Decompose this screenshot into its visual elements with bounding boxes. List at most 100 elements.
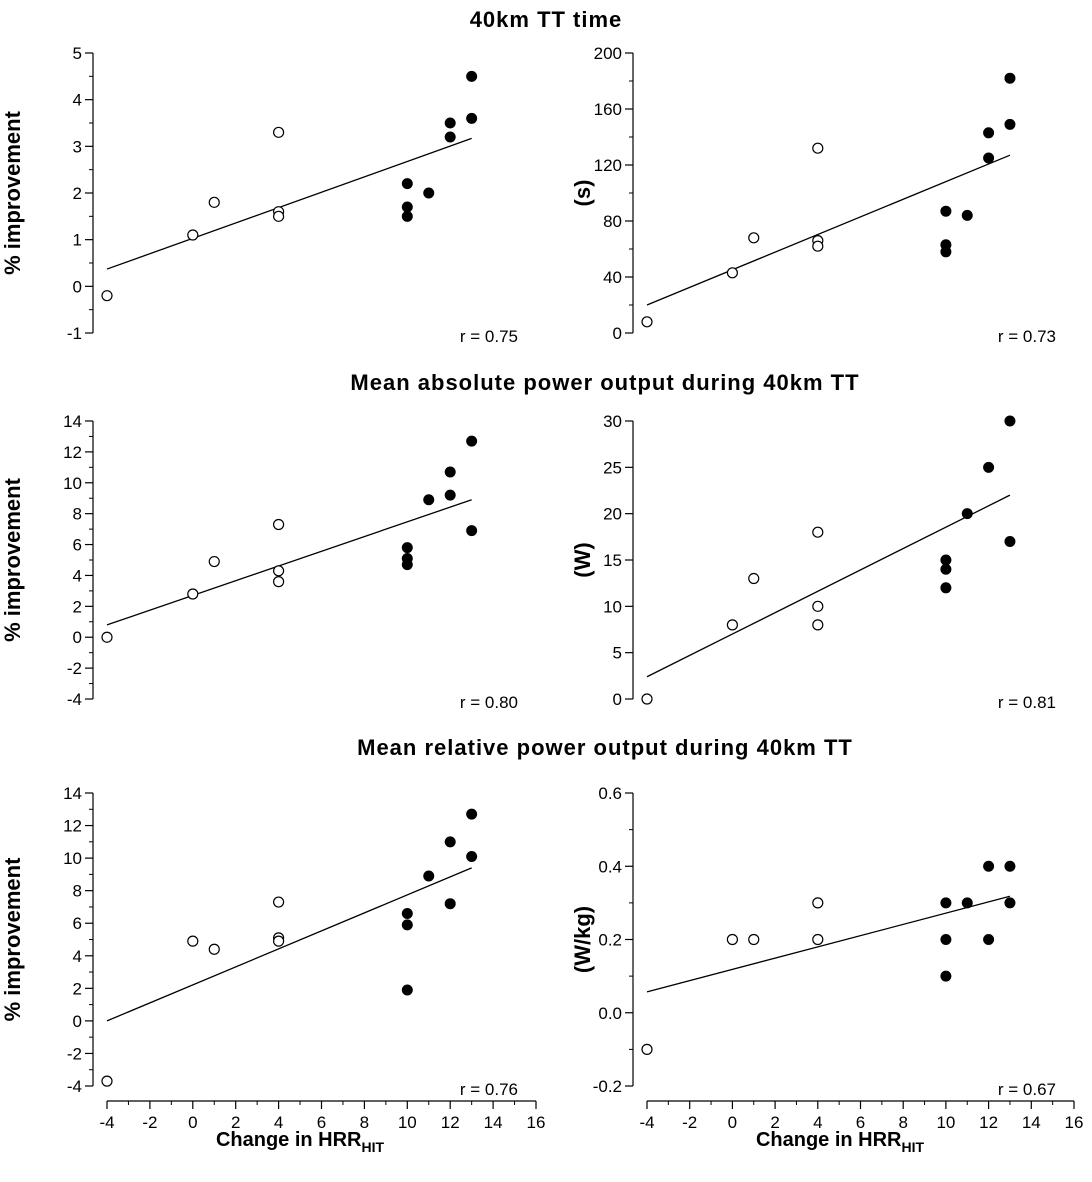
panel-abs-power-watts: 0 5 10 15 20 25 30 (W) r = 0.81	[570, 412, 1056, 712]
y-tick-label: 6	[73, 536, 82, 555]
regression-line	[106, 867, 472, 1022]
open-data-point	[812, 240, 824, 252]
x-tick-label: 12	[441, 1113, 460, 1132]
open-data-point	[187, 935, 199, 947]
open-data-point	[812, 526, 824, 538]
panel-rel-power-wkg: -0.2 0.0 0.2 0.4 0.6 (W/kg) -4 -2 0 2 4 6 8 10 12 14 16 r…	[570, 784, 1083, 1132]
open-data-point	[273, 518, 285, 531]
filled-data-point	[940, 970, 952, 982]
y-tick-label: 160	[594, 100, 622, 119]
x-axis-label-main: Change in HRR	[216, 1129, 362, 1151]
open-data-point	[812, 600, 824, 612]
y-tick-label: 10	[603, 597, 622, 616]
x-tick-label: -2	[142, 1113, 157, 1132]
open-data-point	[273, 565, 285, 577]
filled-data-point	[940, 563, 952, 575]
filled-data-point	[983, 127, 995, 139]
y-axis-label: (W)	[570, 542, 595, 577]
section-title-time: 40km TT time	[470, 7, 623, 32]
filled-data-point	[940, 934, 952, 945]
y-tick-label: 1	[73, 231, 82, 250]
open-data-point	[641, 693, 653, 705]
y-tick-label: 2	[73, 979, 82, 998]
y-tick-label: -4	[67, 690, 82, 709]
y-tick-label: 12	[63, 443, 82, 462]
filled-data-point	[423, 494, 435, 506]
filled-data-point	[401, 201, 413, 213]
filled-data-point	[444, 836, 456, 848]
open-data-point	[748, 572, 760, 585]
y-tick-label: 0	[73, 1012, 82, 1031]
filled-data-point	[983, 860, 995, 872]
y-tick-label: 2	[73, 184, 82, 203]
x-tick-label: -2	[682, 1113, 697, 1132]
y-tick-label: 200	[594, 44, 622, 63]
regression-line	[106, 499, 472, 626]
x-tick-label: 2	[231, 1113, 240, 1132]
y-tick-label: 40	[603, 268, 622, 287]
filled-data-point	[983, 934, 995, 945]
y-tick-label: -1	[67, 324, 82, 343]
filled-data-point	[1004, 118, 1016, 130]
y-tick-label: 0	[73, 277, 82, 296]
y-tick-label: 6	[73, 914, 82, 933]
filled-data-point	[401, 907, 413, 919]
x-tick-label: 10	[936, 1113, 955, 1132]
x-tick-label: 8	[898, 1113, 907, 1132]
y-tick-label: 5	[73, 44, 82, 63]
y-tick-label: 4	[73, 947, 82, 966]
open-data-point	[187, 588, 199, 600]
x-tick-label: 2	[770, 1113, 779, 1132]
filled-data-point	[401, 542, 413, 554]
section-title-relative-power: Mean relative power output during 40km T…	[357, 735, 853, 760]
filled-data-point	[940, 246, 952, 258]
y-tick-label: 15	[603, 551, 622, 570]
open-data-point	[812, 897, 824, 909]
x-tick-label: -4	[99, 1113, 114, 1132]
regression-line	[646, 154, 1011, 306]
filled-data-point	[1004, 897, 1016, 909]
open-data-point	[187, 229, 199, 241]
x-tick-label: 6	[317, 1113, 326, 1132]
filled-data-point	[1004, 860, 1016, 872]
y-tick-label: 20	[603, 505, 622, 524]
y-tick-label: 5	[613, 644, 622, 663]
x-tick-label: 14	[1022, 1113, 1041, 1132]
y-tick-label: 3	[73, 137, 82, 156]
x-axis-label-subscript: HIT	[362, 1139, 385, 1155]
x-axis-label-main: Change in HRR	[756, 1129, 902, 1151]
x-tick-label: 16	[1065, 1113, 1084, 1132]
y-tick-label: -0.2	[593, 1077, 622, 1096]
filled-data-point	[940, 205, 952, 217]
y-tick-label: -2	[67, 1044, 82, 1063]
filled-data-point	[423, 187, 435, 199]
open-data-point	[812, 142, 824, 154]
filled-data-point	[961, 897, 973, 909]
panel-time-seconds: 0 40 80 120 160 200 (s) r = 0.73	[570, 44, 1056, 346]
filled-data-point	[940, 897, 952, 909]
x-tick-label: 8	[360, 1113, 369, 1132]
x-tick-label: 10	[398, 1113, 417, 1132]
y-tick-label: 2	[73, 597, 82, 616]
y-tick-label: 0.6	[598, 784, 622, 803]
y-tick-label: -4	[67, 1077, 82, 1096]
y-tick-label: 25	[603, 458, 622, 477]
correlation-label: r = 0.76	[460, 1080, 518, 1099]
correlation-label: r = 0.67	[998, 1080, 1056, 1099]
correlation-label: r = 0.75	[460, 327, 518, 346]
filled-data-point	[466, 808, 478, 820]
section-title-absolute-power: Mean absolute power output during 40km T…	[350, 370, 859, 395]
y-tick-label: 8	[73, 505, 82, 524]
x-tick-label: 16	[527, 1113, 546, 1132]
filled-data-point	[983, 461, 995, 473]
open-data-point	[208, 196, 220, 208]
y-tick-label: 12	[63, 817, 82, 836]
open-data-point	[273, 576, 285, 588]
open-data-point	[273, 126, 285, 138]
x-tick-label: 12	[979, 1113, 998, 1132]
open-data-point	[812, 619, 824, 631]
open-data-point	[748, 232, 760, 244]
filled-data-point	[466, 70, 478, 82]
x-tick-label: 4	[813, 1113, 822, 1132]
y-tick-label: 0.2	[598, 931, 622, 950]
